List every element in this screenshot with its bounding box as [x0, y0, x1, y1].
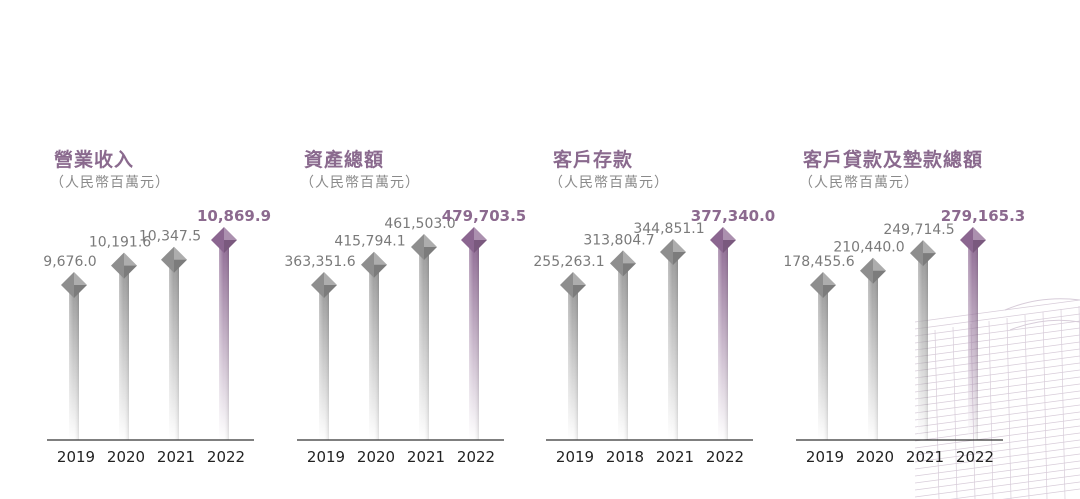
chart-title: 客戶貸款及墊款總額 [803, 149, 984, 171]
x-tick-label: 2021 [407, 448, 445, 466]
bar-2021 [169, 259, 179, 440]
x-tick-label: 2022 [956, 448, 994, 466]
data-label: 461,503.0 [384, 216, 455, 232]
x-tick-label: 2019 [57, 448, 95, 466]
data-label: 344,851.1 [633, 221, 704, 237]
bar-cap-diamond [61, 272, 87, 298]
bar-2020 [868, 270, 878, 440]
x-tick-label: 2020 [107, 448, 145, 466]
bar-cap-diamond [211, 227, 237, 253]
data-label: 210,440.0 [833, 240, 904, 256]
bar-cap-diamond [161, 246, 187, 273]
data-label: 279,165.3 [941, 207, 1025, 225]
x-tick-label: 2021 [157, 448, 195, 466]
data-label: 10,869.9 [197, 207, 271, 225]
chart-panel-revenue: 營業收入 （人民幣百萬元） 9,676.0 2019 10,191.6 2020 10,… [43, 140, 271, 480]
bar-2019 [319, 285, 329, 440]
data-label: 313,804.7 [583, 232, 654, 248]
bar-2022 [219, 240, 229, 440]
bar-2021 [668, 251, 678, 440]
x-tick-label: 2020 [357, 448, 395, 466]
chart-unit: （人民幣百萬元） [799, 175, 919, 191]
bar-2022 [469, 240, 479, 440]
data-label: 479,703.5 [442, 207, 526, 225]
data-label: 377,340.0 [691, 207, 775, 225]
data-label: 10,191.6 [89, 235, 151, 251]
data-label: 415,794.1 [334, 234, 405, 250]
bar-2018 [618, 263, 628, 440]
chart-panel-customer-loans: 客戶貸款及墊款總額 （人民幣百萬元） 178,455.6 2019 210,440.… [783, 140, 1025, 480]
bar-chart: 9,676.0 2019 10,191.6 2020 10,347.5 2021 10,86… [43, 207, 271, 466]
bar-cap-diamond [910, 240, 936, 267]
x-tick-label: 2021 [906, 448, 944, 466]
x-tick-label: 2022 [706, 448, 744, 466]
bar-cap-diamond [461, 227, 487, 253]
bar-cap-diamond [411, 234, 437, 261]
data-label: 255,263.1 [533, 254, 604, 270]
bar-cap-diamond [111, 252, 137, 279]
bar-2019 [568, 285, 578, 440]
chart-title: 資產總額 [304, 149, 385, 171]
x-tick-label: 2019 [806, 448, 844, 466]
data-label: 9,676.0 [43, 254, 96, 270]
bar-cap-diamond [710, 227, 736, 253]
x-tick-label: 2018 [606, 448, 644, 466]
chart-title: 營業收入 [54, 149, 135, 171]
bar-2022 [968, 240, 978, 440]
bar-chart: 255,263.1 2019 313,804.7 2018 344,851.1 2021 3… [533, 207, 775, 466]
bar-2022 [718, 240, 728, 440]
x-tick-label: 2022 [207, 448, 245, 466]
chart-unit: （人民幣百萬元） [50, 175, 170, 191]
bar-2021 [419, 247, 429, 440]
bar-cap-diamond [810, 272, 836, 298]
data-label: 249,714.5 [883, 222, 954, 238]
x-tick-label: 2019 [307, 448, 345, 466]
x-tick-label: 2021 [656, 448, 694, 466]
x-tick-label: 2019 [556, 448, 594, 466]
chart-panel-customer-deposits: 客戶存款 （人民幣百萬元） 255,263.1 2019 313,804.7 2018… [533, 140, 775, 480]
data-label: 178,455.6 [783, 254, 854, 270]
chart-unit: （人民幣百萬元） [549, 175, 669, 191]
bar-cap-diamond [311, 272, 337, 298]
bar-cap-diamond [361, 251, 387, 278]
bar-2019 [818, 285, 828, 440]
data-label: 10,347.5 [139, 229, 201, 245]
bar-cap-diamond [960, 227, 986, 253]
bar-cap-diamond [860, 257, 886, 284]
x-tick-label: 2022 [457, 448, 495, 466]
bar-2021 [918, 253, 928, 440]
bar-2020 [119, 265, 129, 440]
bar-chart: 363,351.6 2019 415,794.1 2020 461,503.0 2021 4… [284, 207, 526, 466]
data-label: 363,351.6 [284, 254, 355, 270]
chart-panel-total-assets: 資產總額 （人民幣百萬元） 363,351.6 2019 415,794.1 2020… [284, 140, 526, 480]
bar-cap-diamond [660, 238, 686, 265]
bar-chart: 178,455.6 2019 210,440.0 2020 249,714.5 2021 2… [783, 207, 1025, 466]
bar-2019 [69, 285, 79, 440]
x-tick-label: 2020 [856, 448, 894, 466]
chart-title: 客戶存款 [553, 149, 634, 171]
chart-unit: （人民幣百萬元） [300, 175, 420, 191]
bar-2020 [369, 264, 379, 440]
bar-cap-diamond [560, 272, 586, 298]
